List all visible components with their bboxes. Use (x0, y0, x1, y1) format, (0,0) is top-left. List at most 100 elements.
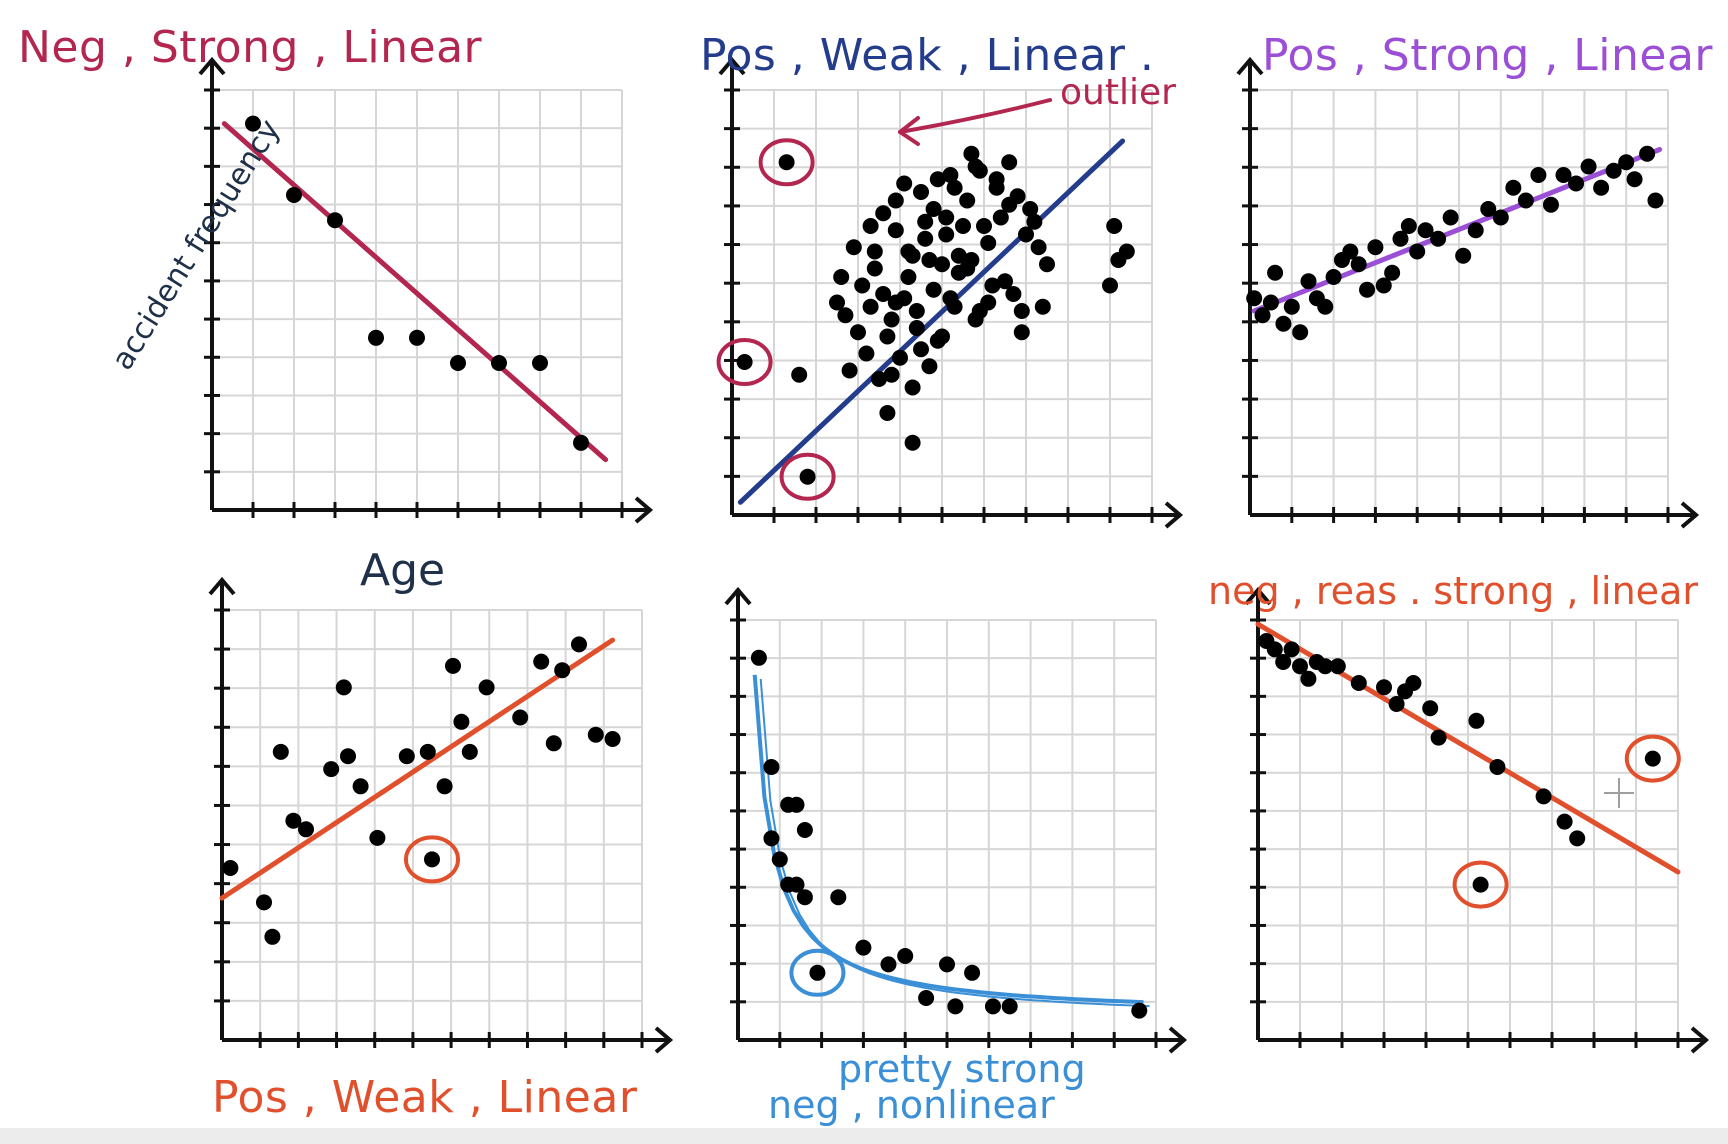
data-point (491, 355, 507, 371)
outlier-point (1644, 750, 1661, 767)
data-point (1430, 729, 1447, 746)
data-point (892, 349, 908, 366)
data-point (1467, 222, 1484, 239)
y-axis-arrow (208, 576, 236, 596)
data-point (1283, 298, 1300, 315)
data-point (335, 679, 352, 696)
data-point (1367, 239, 1384, 256)
data-point (1556, 813, 1573, 830)
data-point (917, 213, 934, 230)
data-point (967, 158, 984, 175)
trend-curve (759, 678, 1150, 1008)
data-point (245, 115, 261, 132)
x-axis-arrow (1690, 1026, 1710, 1054)
data-point (1605, 162, 1622, 179)
data-point (1409, 243, 1426, 260)
data-point (436, 778, 453, 795)
data-point (1013, 303, 1030, 319)
data-point (1275, 654, 1292, 670)
panel-2 (716, 56, 1184, 529)
data-point (1468, 712, 1485, 729)
data-point (976, 218, 992, 234)
data-point (1267, 264, 1284, 281)
data-point (959, 260, 976, 277)
data-point (1392, 230, 1409, 247)
circled-mark (716, 338, 773, 386)
data-point (1325, 269, 1342, 285)
data-point (796, 889, 813, 906)
data-point (1110, 252, 1127, 268)
trend-line (219, 637, 616, 901)
data-point (1317, 298, 1334, 315)
data-point (992, 209, 1009, 226)
data-point (327, 212, 343, 229)
data-point (369, 829, 386, 846)
data-point (533, 653, 550, 670)
outlier-point (799, 468, 816, 485)
data-point (921, 252, 938, 268)
circled-mark (779, 452, 836, 501)
data-point (866, 260, 883, 277)
data-point (904, 247, 921, 264)
data-point (264, 928, 281, 945)
data-point (1618, 154, 1635, 171)
panel-6-title: neg , reas . strong , linear (1208, 569, 1698, 613)
data-point (1317, 658, 1334, 675)
data-point (897, 948, 914, 964)
data-point (1442, 209, 1459, 226)
data-point (1266, 641, 1283, 658)
data-point (833, 269, 850, 285)
data-point (1026, 213, 1043, 230)
data-point (286, 187, 302, 203)
data-point (908, 303, 925, 319)
data-point (1430, 230, 1447, 247)
data-point (942, 290, 959, 307)
data-point (571, 636, 587, 653)
data-point (879, 405, 896, 421)
data-point (1106, 218, 1123, 234)
data-point (409, 329, 425, 346)
data-point (1647, 192, 1664, 209)
y-axis-arrow (198, 56, 226, 76)
data-point (1375, 277, 1392, 294)
data-point (896, 175, 913, 192)
data-point (1480, 201, 1497, 217)
data-point (988, 171, 1005, 188)
data-point (1400, 218, 1417, 234)
data-point (929, 171, 946, 188)
data-point (1001, 154, 1018, 171)
data-point (866, 243, 883, 260)
panel-5-title-line1: pretty strong (838, 1047, 1086, 1091)
data-point (1005, 286, 1022, 302)
data-point (222, 860, 239, 876)
data-point (875, 286, 892, 302)
panel-2-title: Pos , Weak , Linear . (700, 30, 1154, 81)
data-point (368, 329, 384, 346)
panel-4 (208, 576, 674, 1054)
panel-3 (1236, 56, 1700, 529)
data-point (478, 679, 495, 696)
data-point (984, 277, 1001, 294)
data-point (850, 324, 866, 341)
data-point (854, 277, 871, 294)
data-point (1102, 277, 1118, 294)
data-point (925, 281, 942, 298)
data-point (938, 209, 955, 226)
data-point (1626, 171, 1643, 188)
data-point (880, 956, 897, 973)
data-point (1492, 209, 1509, 226)
data-point (340, 748, 356, 765)
data-point (1275, 315, 1292, 332)
data-point (887, 192, 904, 209)
data-point (791, 366, 808, 383)
data-point (554, 662, 571, 679)
data-point (925, 201, 942, 217)
data-point (1505, 179, 1522, 196)
data-point (1350, 256, 1367, 273)
data-point (788, 876, 805, 893)
data-point (1489, 759, 1506, 775)
data-point (1422, 700, 1439, 717)
data-point (984, 998, 1001, 1015)
data-point (1376, 679, 1392, 696)
data-point (841, 362, 858, 379)
